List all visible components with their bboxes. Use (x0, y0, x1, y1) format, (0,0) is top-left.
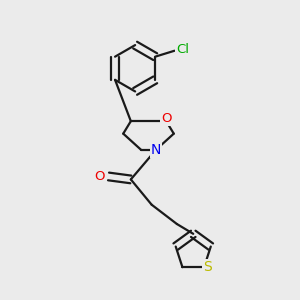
Text: S: S (203, 260, 212, 274)
Text: N: N (151, 143, 161, 157)
Text: O: O (161, 112, 171, 125)
Text: O: O (94, 170, 105, 183)
Text: Cl: Cl (176, 43, 189, 56)
